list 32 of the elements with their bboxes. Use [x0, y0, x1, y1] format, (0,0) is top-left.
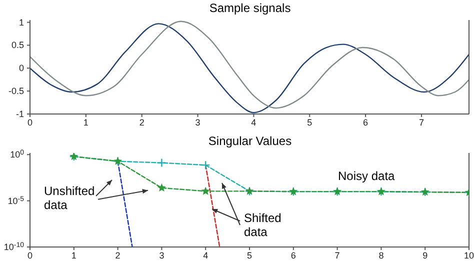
y-tick-label: 10$^{-5}$ — [8, 195, 24, 206]
x-tick-label: 9 — [422, 250, 428, 260]
x-tick-label: 2 — [139, 117, 144, 128]
x-tick-label: 4 — [251, 117, 256, 128]
chart-title: Singular Values — [207, 134, 293, 148]
annotation: Unshifted data — [44, 184, 95, 212]
x-tick-label: 10 — [464, 250, 474, 260]
y-tick-label: 0.5 — [11, 40, 24, 50]
annotation: Shifted data — [244, 211, 282, 239]
chart-title: Sample signals — [208, 1, 292, 15]
y-tick-label: -1 — [16, 109, 24, 119]
x-tick-label: 2 — [115, 250, 120, 260]
x-tick-label: 1 — [83, 117, 88, 128]
x-tick-label: 6 — [290, 250, 296, 260]
y-tick-label: 1 — [18, 17, 24, 28]
x-tick-label: 0 — [27, 250, 33, 260]
y-tick-label: -0.5 — [8, 86, 24, 96]
x-tick-label: 7 — [334, 250, 340, 260]
y-tick-label: 0 — [18, 63, 24, 74]
annotation: Noisy data — [338, 169, 395, 183]
x-tick-label: 8 — [378, 250, 384, 260]
y-tick-label: 10$^{-10}$ — [4, 242, 24, 252]
x-tick-label: 5 — [307, 117, 312, 128]
x-tick-label: 3 — [159, 250, 164, 260]
x-tick-label: 1 — [71, 250, 76, 260]
x-tick-label: 0 — [27, 117, 33, 128]
x-tick-label: 6 — [363, 117, 368, 128]
x-tick-label: 7 — [418, 117, 424, 128]
x-tick-label: 3 — [195, 117, 200, 128]
x-tick-label: 4 — [203, 250, 208, 260]
x-tick-label: 5 — [246, 250, 252, 260]
y-tick-label: 10$^{0}$ — [10, 149, 24, 160]
